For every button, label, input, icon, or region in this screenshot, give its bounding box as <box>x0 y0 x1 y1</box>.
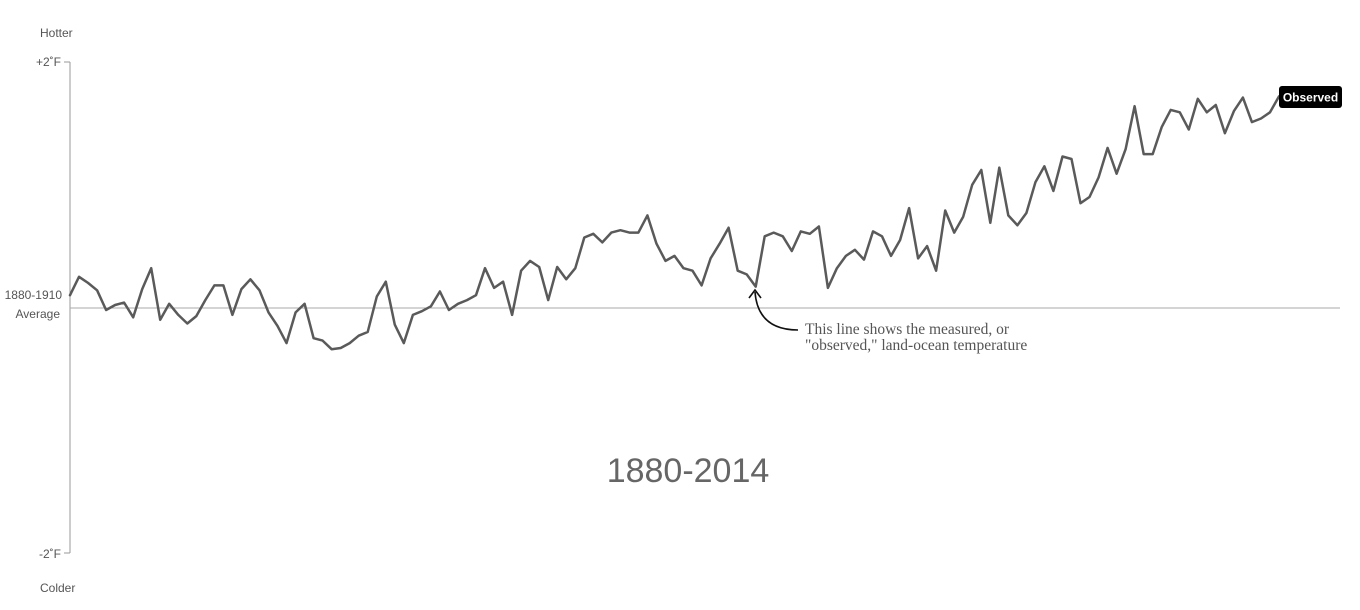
annotation-text-line1: This line shows the measured, or <box>805 321 1010 338</box>
annotation: This line shows the measured, or "observ… <box>748 288 1027 354</box>
annotation-arrow <box>754 291 799 331</box>
annotation-arrowhead <box>748 288 762 299</box>
baseline-label-line2: Average <box>16 307 61 321</box>
y-tick-label-bottom: -2˚F <box>39 547 61 561</box>
annotation-text-line2: "observed," land-ocean temperature <box>805 337 1027 354</box>
baseline-label-line1: 1880-1910 <box>5 288 63 302</box>
series-badge-label: Observed <box>1283 91 1338 105</box>
series-badge-bg <box>1279 86 1342 108</box>
axis-top-label: Hotter <box>40 26 73 40</box>
axis-bottom-label: Colder <box>40 581 75 595</box>
series-line-observed <box>68 95 1281 351</box>
period-label: 1880-2014 <box>607 452 770 490</box>
y-tick-label-top: +2˚F <box>36 55 61 69</box>
series-points <box>69 95 1280 350</box>
series-badge-observed: Observed <box>1279 86 1342 108</box>
